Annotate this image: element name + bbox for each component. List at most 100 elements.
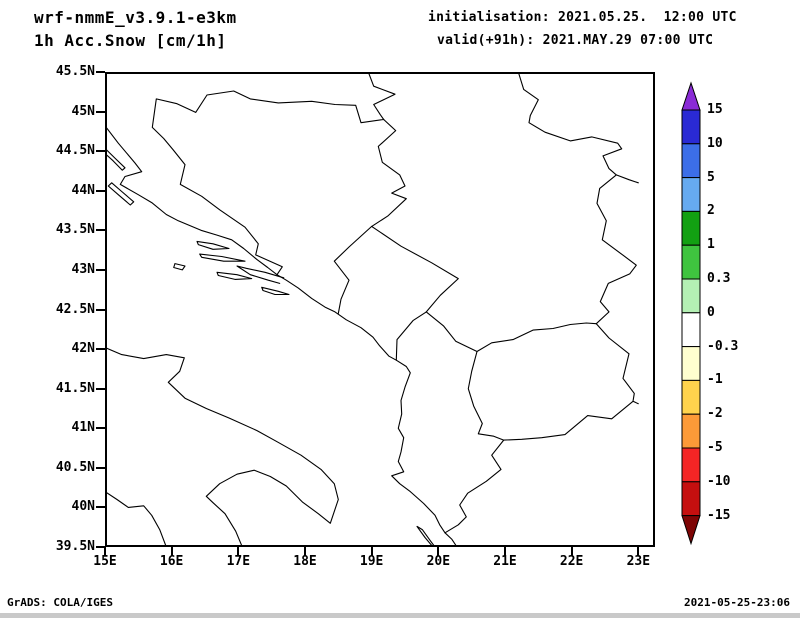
x-axis-tick (370, 547, 373, 556)
map-outline-island-brac (196, 240, 230, 250)
colorbar-segment (681, 447, 701, 483)
x-axis-tick (570, 547, 573, 556)
y-axis-tick (96, 110, 105, 113)
map-outline-peninsula-peljesac (236, 265, 285, 284)
x-axis-label: 23E (626, 554, 651, 569)
y-axis-label: 45N (71, 103, 95, 119)
map-outline-border-serbia-romania (517, 72, 623, 176)
colorbar-segment (681, 278, 701, 314)
map-outline-border-albania-east (425, 311, 505, 441)
x-axis-tick (104, 547, 106, 556)
map-outline-border-serbia-bulgaria (595, 174, 637, 325)
model-title: wrf-nmmE_v3.9.1-e3km (34, 8, 237, 27)
window-edge (0, 613, 800, 618)
y-axis-tick (96, 150, 105, 153)
colorbar-segment (681, 109, 701, 145)
colorbar-segment (681, 379, 701, 415)
x-axis-label: 18E (293, 554, 317, 569)
x-axis-tick (637, 547, 640, 556)
y-axis-tick (96, 308, 105, 311)
colorbar-label: 1 (707, 237, 715, 253)
y-axis-tick (96, 348, 105, 351)
map-outline-border-serbia-macedonia (476, 322, 597, 353)
y-axis-label: 41N (71, 420, 95, 436)
y-axis-label: 40N (71, 499, 95, 515)
y-axis-label: 42N (71, 341, 95, 357)
x-axis-label: 16E (159, 554, 184, 569)
y-axis-tick (96, 387, 105, 390)
map-outline-border-macedonia-bulgaria (595, 323, 639, 405)
colorbar-label: -2 (707, 406, 723, 422)
colorbar (681, 81, 701, 546)
init-time-label: initialisation: 2021.05.25. 12:00 UTC (428, 10, 737, 25)
y-axis-tick (96, 71, 105, 73)
grads-credit: GrADS: COLA/IGES (7, 596, 113, 609)
colorbar-label: -1 (707, 372, 723, 388)
y-axis-label: 44N (71, 182, 95, 198)
map-outline-island-dugi-otok (107, 182, 135, 206)
x-axis-tick (237, 547, 240, 556)
y-axis-label: 41.5N (55, 380, 95, 396)
map-outline-coast-italy-east (105, 346, 339, 547)
x-axis-tick (304, 547, 306, 556)
colorbar-arrow-bottom (681, 515, 701, 546)
colorbar-segment (681, 210, 701, 246)
y-axis-tick (96, 506, 105, 509)
colorbar-segment (681, 244, 701, 280)
x-axis-label: 20E (426, 554, 451, 569)
colorbar-label: -0.3 (707, 338, 739, 354)
x-axis-label: 21E (493, 554, 517, 569)
y-axis-label: 44.5N (55, 143, 95, 159)
map-outline-coast-italy-west (105, 491, 167, 547)
y-axis-tick (96, 427, 105, 430)
map-outline-border-montenegro-albania (395, 311, 427, 361)
map-outline-border-croatia-serbia (367, 72, 396, 121)
plot-frame (105, 72, 655, 547)
map-outline-border-croatia-bosnia (151, 90, 385, 276)
y-axis-tick (96, 466, 105, 469)
x-axis-label: 22E (559, 554, 584, 569)
y-axis-label: 43.5N (55, 222, 95, 238)
y-axis-label: 42.5N (55, 301, 95, 317)
map-outline-island-mljet (261, 286, 290, 296)
y-axis-tick (96, 189, 105, 192)
map-outline-border-albania-greece (444, 439, 505, 534)
field-title: 1h Acc.Snow [cm/1h] (34, 31, 227, 50)
map-outline-border-bosnia-serbia (371, 118, 407, 227)
colorbar-segment (681, 143, 701, 179)
x-axis-tick (437, 547, 440, 556)
map-outline-island-pag (105, 149, 126, 171)
x-axis-tick (504, 547, 506, 556)
colorbar-label: 2 (707, 203, 715, 219)
colorbar-label: -15 (707, 507, 731, 523)
colorbar-segment (681, 481, 701, 517)
colorbar-segment (681, 413, 701, 449)
colorbar-segment (681, 346, 701, 381)
colorbar-label: 0 (707, 304, 715, 320)
y-axis-label: 43N (71, 261, 95, 277)
colorbar-segment (681, 312, 701, 348)
y-axis-tick (96, 229, 105, 232)
y-axis-tick (96, 546, 105, 548)
y-axis-label: 45.5N (55, 64, 95, 79)
colorbar-label: 5 (707, 169, 715, 185)
map-plot-area (105, 72, 655, 547)
map-outline-island-korcula (216, 271, 253, 280)
map-outline-border-montenegro-serbia (371, 225, 459, 313)
map-outline-island-hvar (199, 253, 246, 262)
colorbar-label: 0.3 (707, 271, 731, 286)
x-axis-label: 19E (359, 554, 384, 569)
map-outline-island-corfu (416, 525, 436, 547)
colorbar-label: -5 (707, 440, 723, 455)
valid-time-label: valid(+91h): 2021.MAY.29 07:00 UTC (437, 33, 714, 48)
colorbar-segment (681, 177, 701, 212)
colorbar-label: -10 (707, 473, 731, 489)
y-axis-label: 39.5N (55, 539, 95, 554)
x-axis-label: 15E (93, 554, 117, 569)
colorbar-label: 15 (707, 102, 723, 117)
y-axis-label: 40.5N (55, 459, 95, 475)
plot-timestamp: 2021-05-25-23:06 (684, 596, 790, 609)
colorbar-arrow-top (681, 81, 701, 111)
map-outline-island-vis (173, 263, 186, 271)
